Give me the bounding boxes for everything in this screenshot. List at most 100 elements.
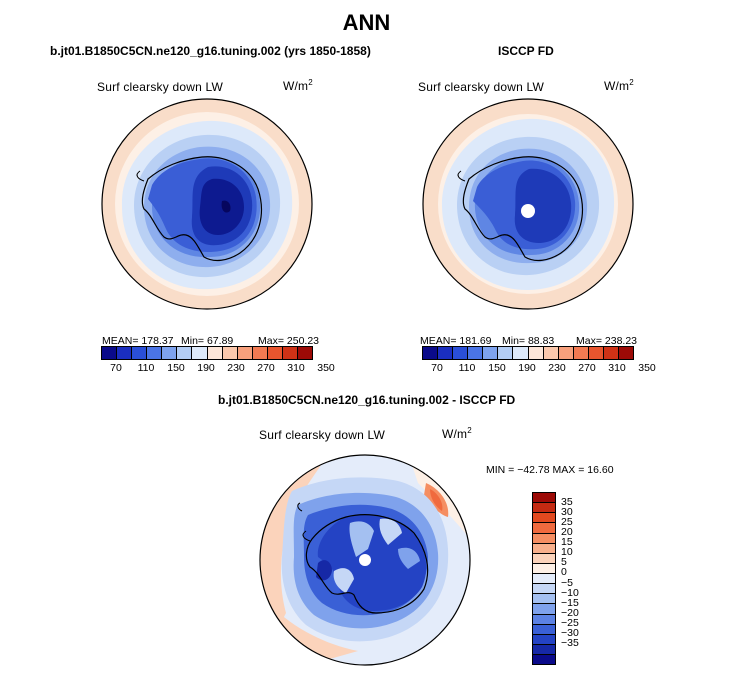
left-colorbar-tick-label: 190	[197, 362, 215, 374]
left-units-label: W/m2	[283, 78, 313, 93]
left-colorbar-swatch	[207, 347, 223, 359]
right-colorbar-tick-label: 70	[431, 362, 443, 374]
diff-colorbar-tick-label: −25	[561, 616, 579, 629]
right-colorbar-swatch	[468, 347, 484, 359]
left-colorbar-tick-label: 150	[167, 362, 185, 374]
left-min: Min= 67.89	[181, 335, 234, 347]
diff-colorbar-tick-label: 5	[561, 556, 567, 569]
right-colorbar-swatch	[453, 347, 469, 359]
diff-colorbar-swatch	[533, 563, 555, 574]
left-colorbar-tick-label: 350	[317, 362, 335, 374]
diff-colorbar-tick-label: 10	[561, 546, 573, 559]
diff-colorbar-swatch	[533, 655, 555, 665]
diff-colorbar-swatch	[533, 634, 555, 645]
left-colorbar-tick-label: 110	[137, 362, 155, 374]
left-colorbar	[101, 346, 313, 360]
left-colorbar-swatch	[267, 347, 283, 359]
left-colorbar-swatch	[298, 347, 313, 359]
diff-colorbar-tick-label: 0	[561, 566, 567, 579]
diff-colorbar-tick-label: 15	[561, 536, 573, 549]
diff-colorbar-swatch	[533, 553, 555, 564]
right-mean: MEAN= 181.69	[420, 335, 492, 347]
diff-colorbar-swatch	[533, 533, 555, 544]
diff-colorbar-swatch	[533, 614, 555, 625]
diff-units-label: W/m2	[442, 426, 472, 441]
diff-colorbar-tick-label: −10	[561, 586, 579, 599]
right-colorbar-tick-label: 310	[608, 362, 626, 374]
left-colorbar-swatch	[282, 347, 299, 359]
right-colorbar-swatch	[498, 347, 514, 359]
left-colorbar-swatch	[162, 347, 178, 359]
diff-colorbar-tick-label: 35	[561, 496, 573, 509]
right-colorbar-swatch	[619, 347, 634, 359]
diff-colorbar-swatch	[533, 513, 555, 524]
left-colorbar-tick-label: 230	[227, 362, 245, 374]
left-colorbar-swatch	[177, 347, 193, 359]
diff-colorbar-ticks: 35 30 25 20 15 10 5 0 −5 −10 −15 −20 −25 −30 −35	[561, 492, 601, 663]
right-panel-title: ISCCP FD	[498, 44, 554, 58]
diff-colorbar-tick-label: −35	[561, 636, 579, 649]
diff-colorbar-tick-label: 30	[561, 506, 573, 519]
right-colorbar-ticks: 70 110 150 190 230 270 310 350	[422, 362, 656, 376]
left-colorbar-swatch	[252, 347, 268, 359]
right-colorbar-tick-label: 350	[638, 362, 656, 374]
right-max: Max= 238.23	[576, 335, 638, 347]
diff-colorbar-tick-label: −20	[561, 606, 579, 619]
right-colorbar-swatch	[483, 347, 499, 359]
right-colorbar-swatch	[513, 347, 529, 359]
left-colorbar-swatch	[222, 347, 238, 359]
diff-colorbar-tick-label: −5	[561, 576, 573, 589]
left-colorbar-swatch	[237, 347, 253, 359]
right-colorbar-tick-label: 190	[518, 362, 536, 374]
left-colorbar-swatch	[117, 347, 133, 359]
right-colorbar-swatch	[438, 347, 454, 359]
diff-colorbar-swatch	[533, 624, 555, 635]
left-colorbar-swatch	[147, 347, 163, 359]
left-colorbar-swatch	[102, 347, 118, 359]
right-min: Min= 88.83	[502, 335, 555, 347]
left-colorbar-swatch	[132, 347, 148, 359]
diff-minmax: MIN = −42.78 MAX = 16.60	[486, 464, 614, 476]
right-units-label: W/m2	[604, 78, 634, 93]
right-colorbar-swatch	[528, 347, 544, 359]
diff-colorbar-swatch	[533, 594, 555, 605]
right-colorbar-swatch	[558, 347, 574, 359]
right-colorbar-tick-label: 230	[548, 362, 566, 374]
left-colorbar-tick-label: 270	[257, 362, 275, 374]
diff-colorbar-tick-label: −15	[561, 596, 579, 609]
diff-panel-title: b.jt01.B1850C5CN.ne120_g16.tuning.002 - …	[218, 393, 516, 407]
right-colorbar-tick-label: 270	[578, 362, 596, 374]
diff-colorbar-tick-label: 25	[561, 516, 573, 529]
right-colorbar-swatch	[423, 347, 439, 359]
left-colorbar-tick-label: 310	[287, 362, 305, 374]
left-variable-label: Surf clearsky down LW	[97, 80, 224, 94]
right-colorbar-swatch	[588, 347, 604, 359]
left-mean: MEAN= 178.37	[102, 335, 174, 347]
right-polar-map	[422, 98, 634, 310]
left-colorbar-tick-label: 70	[110, 362, 122, 374]
right-colorbar	[422, 346, 634, 360]
diff-colorbar-swatch	[533, 604, 555, 615]
left-polar-map	[101, 98, 313, 310]
diff-polar-map	[259, 454, 471, 666]
right-colorbar-tick-label: 150	[488, 362, 506, 374]
left-max: Max= 250.23	[258, 335, 320, 347]
right-colorbar-tick-label: 110	[458, 362, 476, 374]
diff-colorbar-tick-label: −30	[561, 626, 579, 639]
diff-colorbar-swatch	[533, 543, 555, 554]
right-colorbar-swatch	[603, 347, 620, 359]
diff-colorbar-swatch	[533, 493, 555, 504]
left-colorbar-swatch	[192, 347, 208, 359]
diff-variable-label: Surf clearsky down LW	[259, 428, 386, 442]
left-colorbar-ticks: 70 110 150 190 230 270 310 350	[101, 362, 335, 376]
page-title: ANN	[342, 10, 391, 35]
diff-colorbar-tick-label: 20	[561, 526, 573, 539]
diff-colorbar-swatch	[533, 574, 555, 585]
diff-colorbar-swatch	[533, 584, 555, 595]
left-panel-title: b.jt01.B1850C5CN.ne120_g16.tuning.002 (y…	[50, 44, 371, 58]
right-colorbar-swatch	[543, 347, 559, 359]
right-colorbar-swatch	[573, 347, 589, 359]
right-variable-label: Surf clearsky down LW	[418, 80, 545, 94]
diff-colorbar-swatch	[533, 503, 555, 514]
diff-colorbar	[532, 492, 556, 665]
